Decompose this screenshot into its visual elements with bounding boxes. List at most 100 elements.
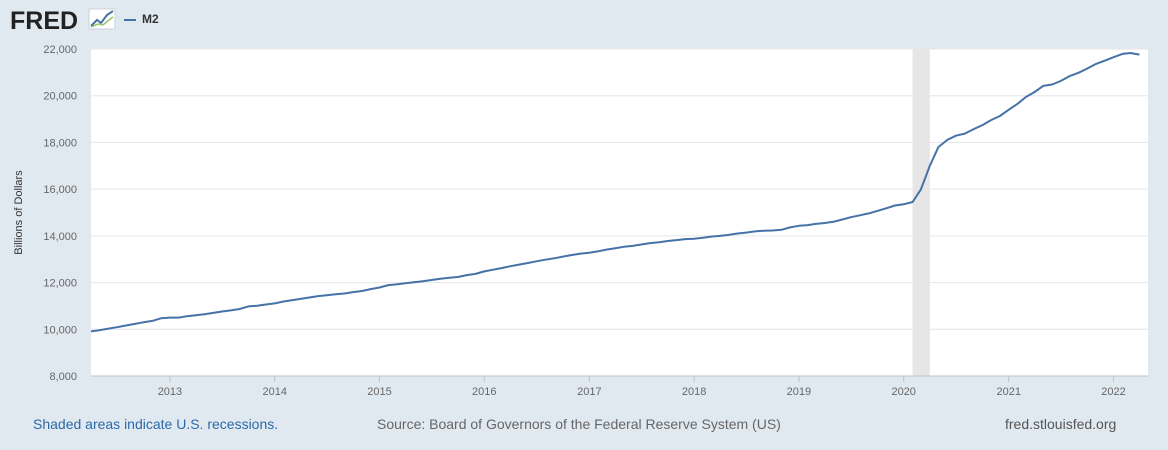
data-point <box>903 203 905 205</box>
data-point <box>702 237 704 239</box>
data-point <box>99 329 101 331</box>
legend-label-m2: M2 <box>142 12 159 26</box>
data-point <box>684 238 686 240</box>
data-point <box>186 315 188 317</box>
data-point <box>824 222 826 224</box>
fred-site-link[interactable]: fred.stlouisfed.org <box>1005 416 1117 432</box>
data-point <box>876 210 878 212</box>
data-point <box>588 252 590 254</box>
data-point <box>178 317 180 319</box>
data-point <box>605 249 607 251</box>
plot-area <box>91 49 1148 376</box>
data-point <box>1086 68 1088 70</box>
y-tick-label: 12,000 <box>43 278 77 290</box>
data-point <box>571 254 573 256</box>
data-point <box>492 269 494 271</box>
data-point <box>1113 56 1115 58</box>
data-point <box>387 284 389 286</box>
m2-line-chart: 8,000 10,000 12,000 14,000 16,000 18,000 20,00… <box>13 44 1148 398</box>
y-tick-label: 10,000 <box>43 324 77 336</box>
data-point <box>326 294 328 296</box>
data-point <box>344 293 346 295</box>
data-point <box>108 328 110 330</box>
data-point <box>1051 84 1053 86</box>
x-tick-label: 2013 <box>158 386 182 398</box>
data-point <box>395 283 397 285</box>
data-point <box>1104 60 1106 62</box>
data-point <box>308 297 310 299</box>
data-point <box>580 253 582 255</box>
data-point <box>143 321 145 323</box>
x-tick-label: 2014 <box>262 386 286 398</box>
data-point <box>719 235 721 237</box>
data-point <box>352 291 354 293</box>
data-point <box>1078 72 1080 74</box>
data-point <box>404 282 406 284</box>
data-point <box>1122 53 1124 55</box>
data-point <box>912 201 914 203</box>
data-point <box>946 139 948 141</box>
data-point <box>841 219 843 221</box>
data-point <box>780 229 782 231</box>
data-point <box>291 299 293 301</box>
data-point <box>693 238 695 240</box>
data-point <box>649 242 651 244</box>
fred-trend-line-icon <box>88 8 116 30</box>
data-point <box>518 264 520 266</box>
x-tick-label: 2020 <box>891 386 915 398</box>
data-point <box>379 287 381 289</box>
data-point <box>789 226 791 228</box>
data-point <box>116 326 118 328</box>
data-point <box>230 309 232 311</box>
data-point <box>422 280 424 282</box>
data-point <box>1008 109 1010 111</box>
y-axis-label: Billions of Dollars <box>13 170 25 255</box>
data-point <box>300 298 302 300</box>
data-point <box>737 233 739 235</box>
data-point <box>658 241 660 243</box>
data-point <box>265 304 267 306</box>
data-point <box>134 323 136 325</box>
y-tick-label: 20,000 <box>43 91 77 103</box>
data-point <box>798 225 800 227</box>
data-point <box>431 279 433 281</box>
data-point <box>1095 63 1097 65</box>
data-point <box>710 236 712 238</box>
recession-band-0 <box>912 49 930 376</box>
data-point <box>212 312 214 314</box>
x-tick-label: 2017 <box>577 386 601 398</box>
data-point <box>151 320 153 322</box>
x-tick-label: 2022 <box>1101 386 1125 398</box>
x-tick-label: 2021 <box>997 386 1021 398</box>
chart-header: FRED M2 <box>0 0 1168 40</box>
data-point <box>370 288 372 290</box>
data-point <box>221 311 223 313</box>
data-point <box>754 230 756 232</box>
y-tick-label: 16,000 <box>43 184 77 196</box>
y-tick-label: 18,000 <box>43 137 77 149</box>
data-point <box>999 115 1001 117</box>
data-point <box>597 250 599 252</box>
data-point <box>1069 75 1071 77</box>
data-point <box>1034 91 1036 93</box>
data-point <box>632 245 634 247</box>
data-point <box>466 274 468 276</box>
data-point <box>1138 54 1140 56</box>
data-point <box>937 146 939 148</box>
fred-logo[interactable]: FRED <box>10 6 120 34</box>
data-point <box>335 293 337 295</box>
data-point <box>274 302 276 304</box>
data-point <box>964 133 966 135</box>
data-point <box>859 214 861 216</box>
data-point <box>973 128 975 130</box>
data-point <box>772 230 774 232</box>
data-point <box>247 305 249 307</box>
y-tick-label: 14,000 <box>43 231 77 243</box>
data-point <box>501 267 503 269</box>
data-point <box>885 207 887 209</box>
data-point <box>614 247 616 249</box>
data-point <box>1130 52 1132 54</box>
data-point <box>203 313 205 315</box>
y-tick-label: 22,000 <box>43 44 77 56</box>
data-point <box>1017 103 1019 105</box>
